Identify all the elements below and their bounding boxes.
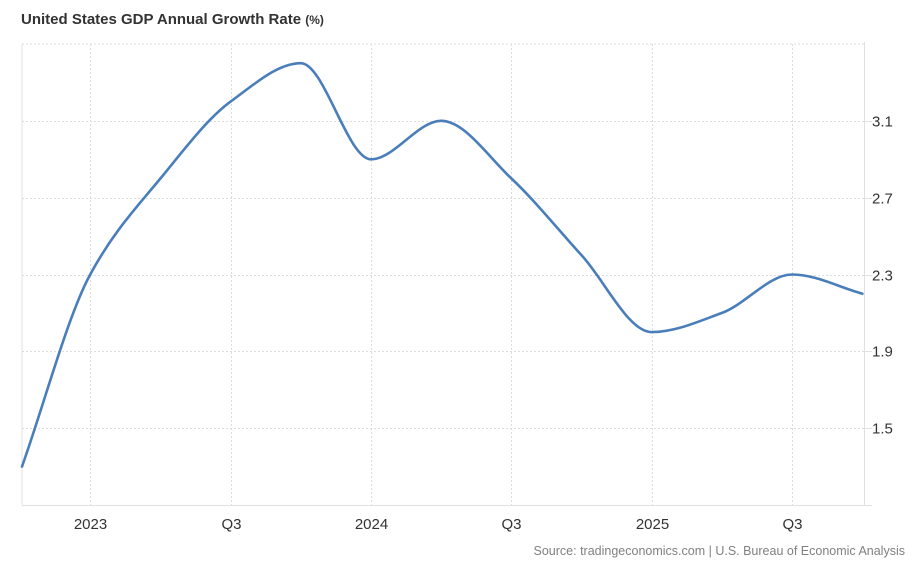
series-line-gdp-growth xyxy=(20,61,864,468)
tick-labels: 1.5 1.9 2.3 2.7 3.1 2023 Q3 2024 Q3 2025 Q3 xyxy=(74,114,893,534)
chart-title-unit: (%) xyxy=(305,13,324,27)
data-point xyxy=(579,252,585,258)
data-point xyxy=(298,60,304,66)
chart-title: United States GDP Annual Growth Rate (%) xyxy=(21,11,324,28)
y-tick-label: 2.7 xyxy=(872,191,893,208)
data-point xyxy=(438,118,444,124)
x-tick-label: 2023 xyxy=(74,516,107,533)
x-tick-label: 2024 xyxy=(355,516,388,533)
data-point xyxy=(368,156,374,162)
y-tick-label: 1.5 xyxy=(872,421,893,438)
data-point xyxy=(859,291,865,297)
y-tick-label: 2.3 xyxy=(872,268,893,285)
y-tick-label: 3.1 xyxy=(872,114,893,131)
x-tick-label: 2025 xyxy=(636,516,669,533)
data-point xyxy=(228,99,234,105)
axes xyxy=(21,42,872,506)
chart-title-text: United States GDP Annual Growth Rate xyxy=(21,11,302,28)
data-point xyxy=(157,176,163,182)
data-point xyxy=(649,329,655,335)
data-point xyxy=(87,272,93,278)
x-tick-label: Q3 xyxy=(501,516,521,533)
data-point xyxy=(719,310,725,316)
series-layer xyxy=(19,60,865,470)
x-tick-label: Q3 xyxy=(221,516,241,533)
data-point xyxy=(508,176,514,182)
y-tick-label: 1.9 xyxy=(872,344,893,361)
data-point xyxy=(789,272,795,278)
source-attribution: Source: tradingeconomics.com | U.S. Bure… xyxy=(533,544,905,558)
grid xyxy=(22,43,864,505)
data-point xyxy=(19,464,25,470)
x-tick-label: Q3 xyxy=(782,516,802,533)
